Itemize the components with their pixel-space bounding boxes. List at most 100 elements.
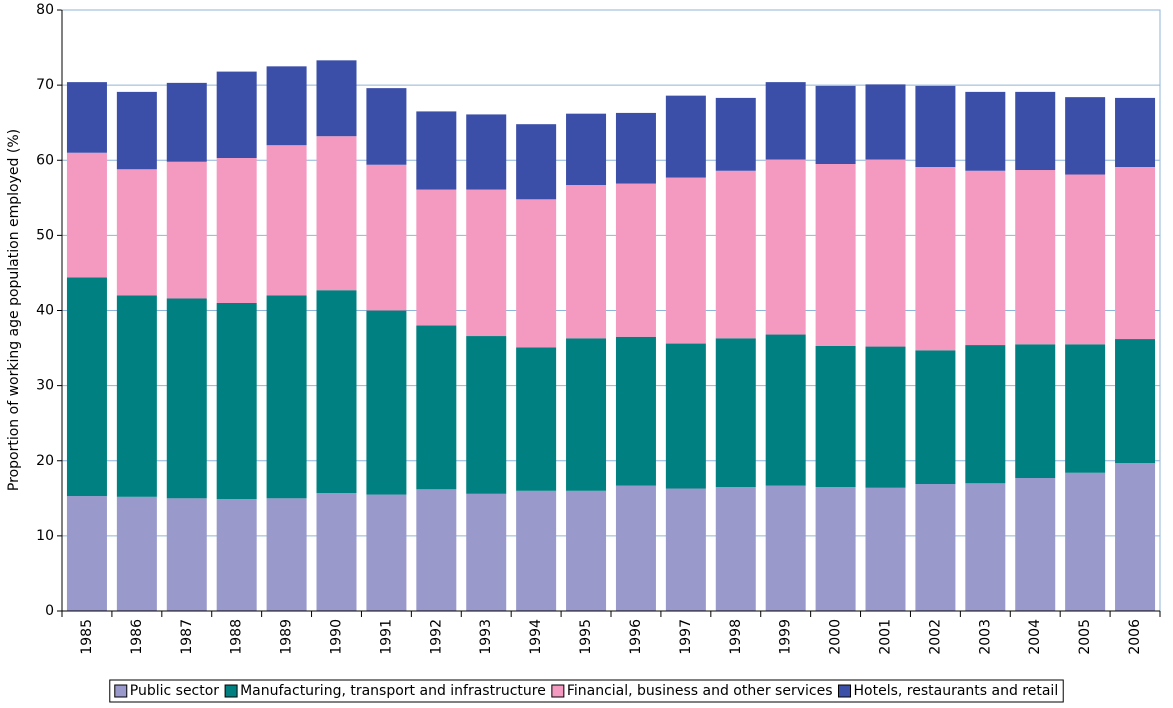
bar-segment [1065,472,1106,611]
bar-segment [615,485,656,611]
bar-segment [66,82,107,153]
x-tick-label: 1993 [478,619,494,655]
bar-segment [765,485,806,611]
bar-segment [1015,91,1056,171]
bar-segment [715,97,756,171]
bar-segment [266,498,307,611]
bar-segment [166,498,207,611]
x-tick-label: 1992 [428,619,444,655]
x-tick-label: 2006 [1127,619,1143,655]
x-tick-label: 1986 [129,619,145,655]
legend-swatch [551,684,565,698]
bar-segment [865,84,906,160]
bar-segment [516,347,557,491]
x-tick-label: 2001 [878,619,894,655]
bar-segment [1115,167,1156,340]
bar-segment [615,336,656,486]
bar-segment [416,111,457,190]
bar-segment [366,164,407,311]
bar-segment [815,164,856,346]
bar-segment [516,124,557,200]
bar-segment [266,66,307,146]
bar-segment [665,488,706,611]
legend-label: Public sector [130,683,220,699]
bar-segment [416,189,457,326]
legend-box [109,679,1064,703]
bar-segment [216,157,257,303]
bar-segment [1065,174,1106,345]
bar-segment [665,343,706,489]
bar-segment [965,483,1006,611]
bar-segment [366,310,407,495]
bar-segment [166,161,207,299]
y-tick-label: 40 [36,303,54,319]
x-tick-label: 2003 [977,619,993,655]
bar-segment [865,159,906,347]
bar-segment [216,302,257,500]
bar-segment [116,496,157,611]
x-tick-label: 2002 [927,619,943,655]
bar-segment [566,185,607,339]
bar-segment [316,493,357,611]
bar-segment [566,490,607,611]
bar-segment [715,338,756,488]
bar-segment [1015,344,1056,479]
y-tick-label: 0 [45,603,54,619]
bar-segment [765,159,806,335]
bar-segment [665,95,706,178]
x-tick-label: 1985 [79,619,95,655]
bar-segment [915,85,956,168]
bar-segment [566,338,607,491]
y-tick-label: 60 [36,152,54,168]
bar-segment [1115,97,1156,168]
bar-segment [915,350,956,485]
bar-segment [266,145,307,296]
x-tick-label: 1990 [329,619,345,655]
x-tick-label: 2004 [1027,619,1043,655]
bar-segment [1065,344,1106,473]
bar-segment [965,170,1006,346]
bar-segment [216,71,257,158]
bar-segment [715,170,756,339]
bar-segment [516,199,557,348]
bar-segment [216,499,257,611]
bar-segment [815,85,856,165]
bar-segment [815,487,856,611]
legend-label: Manufacturing, transport and infrastruct… [240,683,546,699]
legend-swatch [838,684,852,698]
bar-segment [366,494,407,611]
bar-segment [566,113,607,186]
x-tick-label: 1995 [578,619,594,655]
bar-segment [466,189,507,337]
y-tick-label: 30 [36,378,54,394]
x-tick-label: 1994 [528,619,544,655]
bar-segment [865,487,906,611]
bar-segment [765,334,806,486]
x-tick-label: 1999 [778,619,794,655]
bar-segment [915,167,956,351]
bar-segment [965,345,1006,484]
x-tick-label: 1989 [279,619,295,655]
bar-segment [1115,463,1156,611]
x-tick-label: 1987 [179,619,195,655]
bar-segment [466,114,507,190]
legend-label: Financial, business and other services [567,683,833,699]
x-tick-label: 1988 [229,619,245,655]
legend-label: Hotels, restaurants and retail [854,683,1059,699]
bar-segment [865,346,906,488]
bar-segment [1015,478,1056,611]
bar-segment [116,295,157,497]
bar-segment [316,60,357,137]
bar-segment [516,490,557,611]
y-axis-label: Proportion of working age population emp… [6,129,22,491]
bar-segment [366,88,407,165]
bar-segment [116,91,157,170]
bar-segment [66,496,107,611]
bar-segment [1015,170,1056,345]
bar-segment [316,290,357,494]
bar-segment [615,112,656,184]
bar-segment [316,136,357,291]
bar-segment [466,493,507,611]
bar-segment [1115,339,1156,464]
bar-segment [815,345,856,488]
